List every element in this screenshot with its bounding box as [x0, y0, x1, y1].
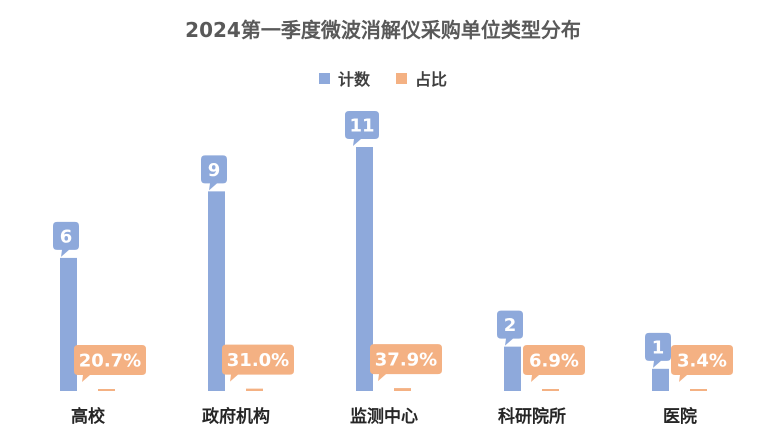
bar-count-3	[504, 346, 521, 391]
label-count-4-box	[645, 332, 671, 368]
category-label-4: 医院	[663, 406, 697, 427]
label-share-3-box	[523, 345, 585, 382]
label-count-3-box	[497, 310, 523, 346]
bar-count-4	[652, 368, 669, 391]
label-share-4-box	[671, 345, 733, 382]
legend-item-count: 计数	[318, 66, 370, 90]
bar-share-0	[98, 389, 115, 391]
label-share-1-box	[222, 344, 294, 382]
label-share-0-box	[74, 345, 146, 382]
chart-title: 2024第一季度微波消解仪采购单位类型分布	[185, 18, 581, 42]
label-share-4: 3.4%	[677, 350, 727, 371]
label-share-1: 31.0%	[227, 350, 289, 371]
category-label-1: 政府机构	[202, 406, 270, 427]
label-share-2-box	[370, 344, 442, 382]
bar-share-3	[542, 389, 559, 391]
label-count-0-box	[53, 221, 79, 257]
legend-item-share: 占比	[396, 66, 447, 90]
label-count-4: 1	[652, 337, 665, 358]
category-label-3: 科研院所	[498, 406, 566, 427]
label-count-3: 2	[504, 315, 517, 336]
bar-share-2	[394, 388, 411, 391]
label-count-0: 6	[60, 226, 73, 247]
label-share-3: 6.9%	[529, 350, 579, 371]
label-count-2-box	[345, 111, 379, 146]
category-label-0: 高校	[71, 406, 106, 427]
bar-share-1	[246, 388, 263, 391]
label-share-2: 37.9%	[375, 350, 437, 371]
label-count-2: 11	[349, 115, 374, 136]
legend-label-share: 占比	[415, 70, 448, 89]
legend: 计数 占比	[0, 66, 766, 90]
bar-count-2	[356, 147, 373, 391]
bar-count-1	[208, 191, 225, 391]
label-count-1-box	[201, 155, 227, 191]
label-share-0: 20.7%	[79, 350, 141, 371]
legend-swatch-share	[396, 72, 407, 84]
bar-share-4	[690, 389, 707, 391]
bar-count-0	[60, 257, 77, 391]
legend-label-count: 计数	[337, 70, 370, 89]
category-label-2: 监测中心	[350, 406, 418, 427]
legend-swatch-count	[318, 72, 330, 84]
label-count-1: 9	[208, 160, 221, 181]
